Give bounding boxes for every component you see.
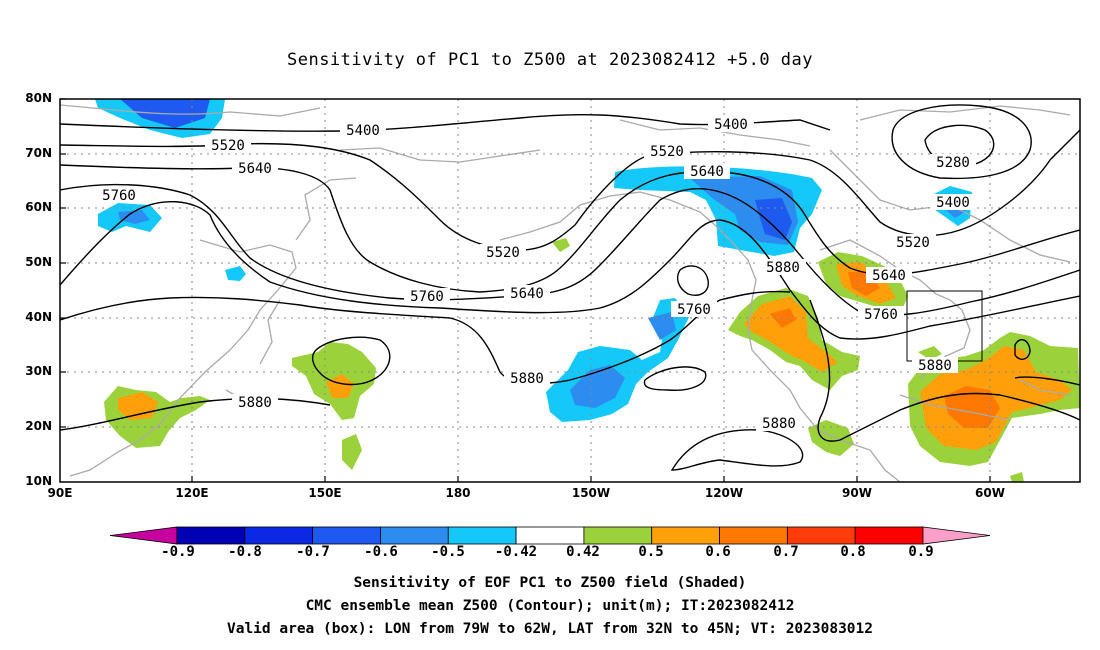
contour-label-text: 5400 bbox=[346, 123, 380, 139]
caption-contour: CMC ensemble mean Z500 (Contour); unit(m… bbox=[305, 598, 795, 614]
axis-ticks bbox=[60, 98, 991, 482]
lon-label-150e: 150E bbox=[308, 486, 342, 500]
colorbar-label: 0.9 bbox=[908, 544, 934, 560]
colorbar-label: -0.7 bbox=[296, 544, 330, 560]
colorbar-label: -0.42 bbox=[494, 544, 538, 560]
colorbar-segment bbox=[854, 526, 924, 545]
contour-label: 5880 bbox=[756, 415, 802, 432]
contour-label: 5880 bbox=[912, 357, 958, 374]
contour-label-text: 5400 bbox=[936, 195, 970, 211]
contour-label: 5640 bbox=[504, 285, 550, 302]
contour-label: 5760 bbox=[404, 288, 450, 305]
contour-label: 5640 bbox=[866, 267, 912, 284]
contour-label-text: 5760 bbox=[410, 289, 444, 305]
contour-label-text: 5640 bbox=[510, 286, 544, 302]
lat-label-20n: 20N bbox=[25, 419, 52, 433]
caption-valid-area: Valid area (box): LON from 79W to 62W, L… bbox=[226, 621, 873, 637]
contour-label-text: 5640 bbox=[238, 161, 272, 177]
shade-negative-east-asia bbox=[225, 266, 246, 281]
contour-label: 5640 bbox=[232, 160, 278, 177]
contour-label: 5400 bbox=[708, 116, 754, 133]
contour-label: 5760 bbox=[96, 187, 142, 204]
lon-label-180: 180 bbox=[445, 486, 471, 500]
colorbar-segment bbox=[583, 526, 653, 545]
contour-label: 5520 bbox=[890, 234, 936, 251]
contour-label: 5760 bbox=[671, 301, 717, 318]
contour-label: 5880 bbox=[760, 259, 806, 276]
lat-label-60n: 60N bbox=[25, 200, 52, 214]
lat-label-80n: 80N bbox=[25, 91, 52, 105]
colorbar-segment bbox=[651, 526, 720, 545]
colorbar-segment bbox=[176, 526, 246, 545]
contour-labels: 5400 5520 5640 5760 5400 5520 5640 5520 … bbox=[96, 116, 976, 432]
colorbar-label: 0.5 bbox=[638, 544, 664, 560]
contour-label: 5400 bbox=[930, 194, 976, 211]
contour-label-text: 5880 bbox=[238, 395, 272, 411]
colorbar-label: -0.9 bbox=[161, 544, 195, 560]
contour-label: 5520 bbox=[480, 244, 526, 261]
chart-title: Sensitivity of PC1 to Z500 at 2023082412… bbox=[286, 50, 813, 70]
lon-label-90w: 90W bbox=[842, 486, 872, 500]
map-frame bbox=[59, 98, 1081, 483]
contour-label: 5280 bbox=[930, 154, 976, 171]
caption-shading: Sensitivity of EOF PC1 to Z500 field (Sh… bbox=[353, 575, 747, 591]
contour-label-text: 5760 bbox=[677, 302, 711, 318]
lat-label-40n: 40N bbox=[25, 310, 52, 324]
grid-lines bbox=[60, 99, 1080, 482]
colorbar-segment bbox=[380, 526, 449, 545]
colorbar-label: 0.6 bbox=[705, 544, 731, 560]
contour-label-text: 5520 bbox=[650, 144, 684, 160]
contour-label: 5640 bbox=[684, 163, 730, 180]
colorbar bbox=[109, 526, 991, 545]
contour-label-text: 5880 bbox=[510, 371, 544, 387]
contour-label: 5880 bbox=[232, 394, 278, 411]
colorbar-segment bbox=[312, 526, 381, 545]
colorbar-segment bbox=[515, 526, 585, 545]
contour-label-text: 5880 bbox=[762, 416, 796, 432]
lon-label-120e: 120E bbox=[175, 486, 209, 500]
contour-label-text: 5520 bbox=[486, 245, 520, 261]
colorbar-segment bbox=[244, 526, 314, 545]
contour-label: 5400 bbox=[340, 122, 386, 139]
lat-label-10n: 10N bbox=[25, 474, 52, 488]
contour-label-text: 5520 bbox=[211, 138, 245, 154]
colorbar-label: 0.8 bbox=[840, 544, 866, 560]
contour-label-text: 5520 bbox=[896, 235, 930, 251]
contour-label-text: 5760 bbox=[102, 188, 136, 204]
colorbar-extend-low bbox=[109, 526, 178, 545]
colorbar-label: 0.7 bbox=[773, 544, 799, 560]
contour-label-text: 5880 bbox=[918, 358, 952, 374]
colorbar-label: -0.6 bbox=[364, 544, 398, 560]
colorbar-segment bbox=[447, 526, 517, 545]
contour-label-text: 5400 bbox=[714, 117, 748, 133]
contour-label: 5520 bbox=[644, 143, 690, 160]
lon-label-90e: 90E bbox=[47, 486, 73, 500]
colorbar-segment bbox=[786, 526, 856, 545]
contour-label-text: 5640 bbox=[872, 268, 906, 284]
contour-label: 5520 bbox=[205, 137, 251, 154]
colorbar-segment bbox=[719, 526, 788, 545]
contour-label-text: 5640 bbox=[690, 164, 724, 180]
shade-positive-philippine-sea bbox=[104, 386, 210, 448]
lon-label-150w: 150W bbox=[571, 486, 611, 500]
lat-label-50n: 50N bbox=[25, 255, 52, 269]
contour-label-text: 5760 bbox=[864, 307, 898, 323]
colorbar-extend-high bbox=[922, 526, 991, 545]
colorbar-label: -0.8 bbox=[228, 544, 262, 560]
colorbar-label: 0.42 bbox=[566, 544, 600, 560]
contour-label-text: 5280 bbox=[936, 155, 970, 171]
contour-label: 5880 bbox=[504, 370, 550, 387]
colorbar-label: -0.5 bbox=[431, 544, 465, 560]
lat-label-70n: 70N bbox=[25, 146, 52, 160]
lat-label-30n: 30N bbox=[25, 364, 52, 378]
contour-label-text: 5880 bbox=[766, 260, 800, 276]
contour-label: 5760 bbox=[858, 306, 904, 323]
lon-label-60w: 60W bbox=[975, 486, 1005, 500]
lon-label-120w: 120W bbox=[704, 486, 744, 500]
